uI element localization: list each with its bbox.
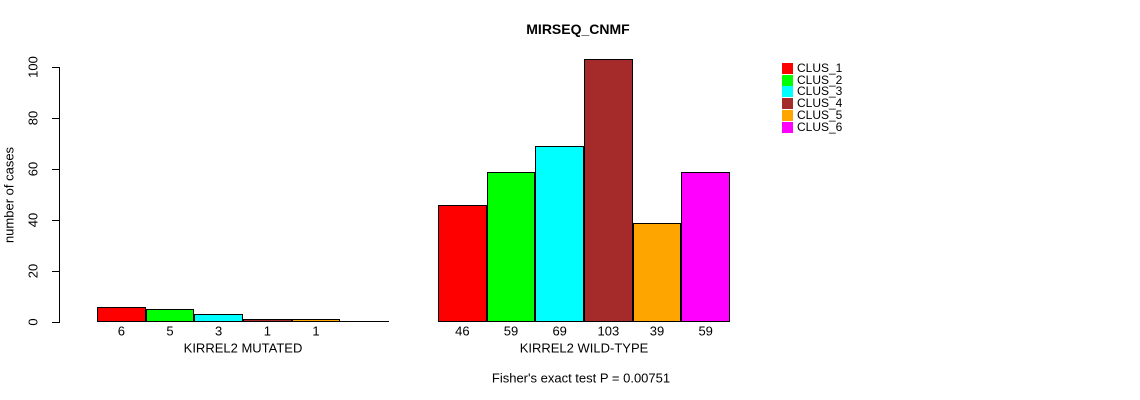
legend-swatch-icon: [782, 86, 793, 98]
legend-swatch-icon: [782, 121, 793, 133]
bar-value-label: 69: [552, 323, 567, 339]
bar-clus_1: [97, 307, 146, 322]
bar-clus_5: [632, 223, 682, 322]
legend-item-clus_4: CLUS_4: [782, 96, 843, 111]
bar-value-label: 6: [117, 323, 125, 339]
bar-clus_3: [194, 314, 243, 322]
y-axis-label: number of cases: [1, 146, 17, 244]
bar-value-label: 39: [649, 323, 665, 339]
bar-value-label: 59: [503, 323, 519, 339]
y-tick-mark: [52, 169, 59, 170]
legend-label: CLUS_1: [797, 61, 843, 75]
bar-value-label: 103: [597, 323, 620, 339]
bar-clus_1: [438, 205, 487, 322]
bar-clus_4: [584, 59, 633, 322]
y-tick-label: 80: [25, 110, 41, 126]
bar-value-label: 1: [263, 323, 271, 339]
legend-label: CLUS_2: [797, 72, 843, 87]
bar-clus_4: [243, 319, 292, 322]
legend-label: CLUS_4: [797, 96, 843, 111]
y-tick-label: 100: [25, 56, 41, 78]
chart-title: MIRSEQ_CNMF: [526, 21, 630, 37]
bar-value-label: 5: [166, 323, 174, 339]
bar-clus_6: [681, 172, 730, 322]
bar-clus_5: [291, 319, 341, 322]
y-tick-mark: [52, 67, 59, 68]
y-tick-label: 0: [25, 318, 41, 326]
legend-item-clus_6: CLUS_6: [782, 119, 843, 134]
y-axis-line: [59, 67, 60, 323]
group-x-label: KIRREL2 MUTATED: [183, 340, 303, 356]
y-tick-label: 60: [25, 161, 41, 177]
legend-swatch-icon: [782, 74, 793, 86]
bar-value-label: 59: [698, 323, 713, 339]
group-x-label: KIRREL2 WILD-TYPE: [519, 340, 649, 356]
bar-clus_2: [486, 172, 536, 322]
bar-clus_3: [535, 146, 584, 322]
y-tick-mark: [52, 271, 59, 272]
y-tick-mark: [52, 118, 59, 119]
legend-item-clus_1: CLUS_1: [782, 61, 843, 75]
legend-label: CLUS_3: [797, 84, 843, 99]
legend-swatch-icon: [782, 63, 793, 74]
legend-swatch-icon: [782, 109, 793, 121]
y-tick-label: 40: [25, 212, 41, 228]
footnote-fisher-test: Fisher's exact test P = 0.00751: [491, 370, 671, 386]
legend-label: CLUS_5: [797, 107, 843, 122]
y-tick-mark: [52, 322, 59, 323]
legend-item-clus_5: CLUS_5: [782, 107, 843, 122]
legend-label: CLUS_6: [797, 119, 843, 134]
legend-item-clus_3: CLUS_3: [782, 84, 843, 99]
legend-swatch-icon: [782, 98, 793, 110]
y-tick-mark: [52, 220, 59, 221]
legend-item-clus_2: CLUS_2: [782, 72, 843, 87]
bar-clus_2: [145, 309, 195, 322]
bar-value-label: 46: [455, 323, 470, 339]
bar-value-label: 1: [312, 323, 320, 339]
y-tick-label: 20: [25, 263, 41, 279]
bar-value-label: 3: [215, 323, 223, 339]
